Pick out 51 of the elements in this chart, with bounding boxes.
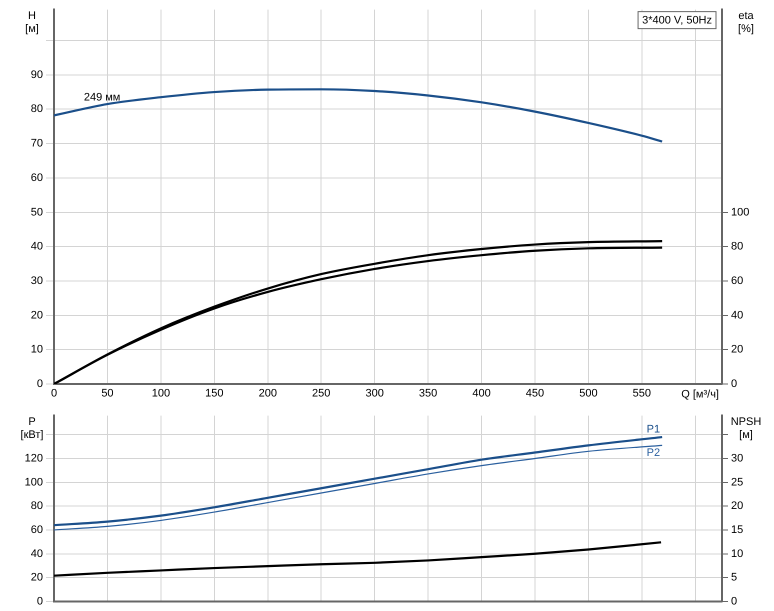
y-tick-label: 20: [30, 572, 43, 584]
y-axis-title: P [кВт]: [20, 416, 44, 442]
y2-tick-label: 0: [731, 595, 738, 608]
y2-tick-label: 80: [731, 240, 744, 253]
x-tick-label: 50: [101, 388, 114, 400]
x-axis-title: Q [м³/ч]: [681, 388, 719, 401]
y-tick-label: 70: [30, 138, 43, 150]
annotation: 249 мм: [84, 91, 120, 104]
y-tick-label: 100: [24, 476, 43, 488]
x-tick-label: 0: [50, 388, 58, 400]
y2-tick-label: 20: [731, 500, 744, 512]
y-tick-label: 20: [30, 309, 43, 322]
y-tick-label: 50: [30, 206, 43, 218]
y-tick-label: 120: [24, 452, 43, 465]
y2-axis-title: eta [%]: [738, 10, 755, 36]
y2-tick-label: 10: [731, 548, 744, 560]
y-axis-title: H [м]: [25, 10, 39, 36]
y-tick-label: 30: [30, 274, 43, 287]
y2-tick-label: 25: [731, 476, 744, 488]
x-tick-label: 200: [258, 388, 277, 400]
y-tick-label: 40: [30, 548, 43, 560]
y-tick-label: 10: [30, 344, 43, 356]
y2-axis-title: NPSH [м]: [730, 416, 762, 442]
y-tick-label: 60: [30, 172, 43, 184]
series-label: P2: [646, 446, 660, 459]
x-tick-label: 450: [526, 388, 544, 400]
y2-tick-label: 20: [731, 344, 744, 356]
y2-tick-label: 60: [731, 274, 744, 287]
x-tick-label: 350: [418, 388, 438, 400]
y2-tick-label: 40: [731, 309, 744, 322]
y-tick-label: 90: [30, 68, 43, 81]
y-tick-label: 0: [36, 595, 43, 608]
y-tick-label: 40: [30, 240, 43, 253]
x-tick-label: 100: [152, 388, 170, 400]
x-tick-label: 300: [365, 388, 384, 400]
y2-tick-label: 0: [731, 378, 738, 390]
x-tick-label: 400: [472, 388, 491, 400]
text: 3*400 V, 50Hz: [642, 14, 712, 27]
y2-tick-label: 30: [731, 452, 744, 465]
y-tick-label: 0: [36, 378, 43, 390]
y2-tick-label: 5: [731, 572, 738, 584]
y-tick-label: 60: [30, 524, 43, 536]
x-tick-label: 150: [205, 388, 224, 400]
y-tick-label: 80: [30, 103, 43, 116]
y2-tick-label: 15: [731, 524, 744, 536]
x-tick-label: 500: [579, 388, 598, 400]
x-tick-label: 550: [632, 388, 652, 400]
x-tick-label: 250: [312, 388, 330, 400]
y2-tick-label: 100: [731, 206, 750, 218]
y-tick-label: 80: [30, 500, 43, 512]
series-label: P1: [646, 424, 660, 436]
